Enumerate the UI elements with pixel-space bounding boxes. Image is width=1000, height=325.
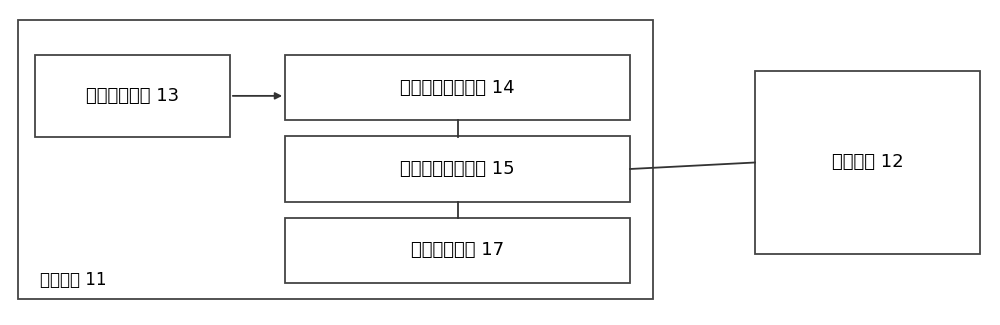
Text: 计量芯片 11: 计量芯片 11 [40, 271, 106, 289]
Bar [285, 218, 630, 283]
Text: 检验错误处理单元 15: 检验错误处理单元 15 [400, 160, 515, 178]
Text: 错误记录单元 17: 错误记录单元 17 [411, 241, 504, 259]
Bar [18, 20, 653, 299]
Bar [285, 136, 630, 202]
Text: 通讯芯片 12: 通讯芯片 12 [832, 153, 903, 172]
Text: 数字信号处理单元 14: 数字信号处理单元 14 [400, 79, 515, 97]
Bar [35, 55, 230, 136]
Bar [755, 72, 980, 254]
Text: 脉冲输出单元 13: 脉冲输出单元 13 [86, 87, 179, 105]
Bar [285, 55, 630, 120]
